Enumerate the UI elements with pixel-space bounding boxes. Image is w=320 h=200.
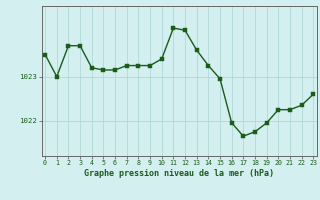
X-axis label: Graphe pression niveau de la mer (hPa): Graphe pression niveau de la mer (hPa)	[84, 169, 274, 178]
